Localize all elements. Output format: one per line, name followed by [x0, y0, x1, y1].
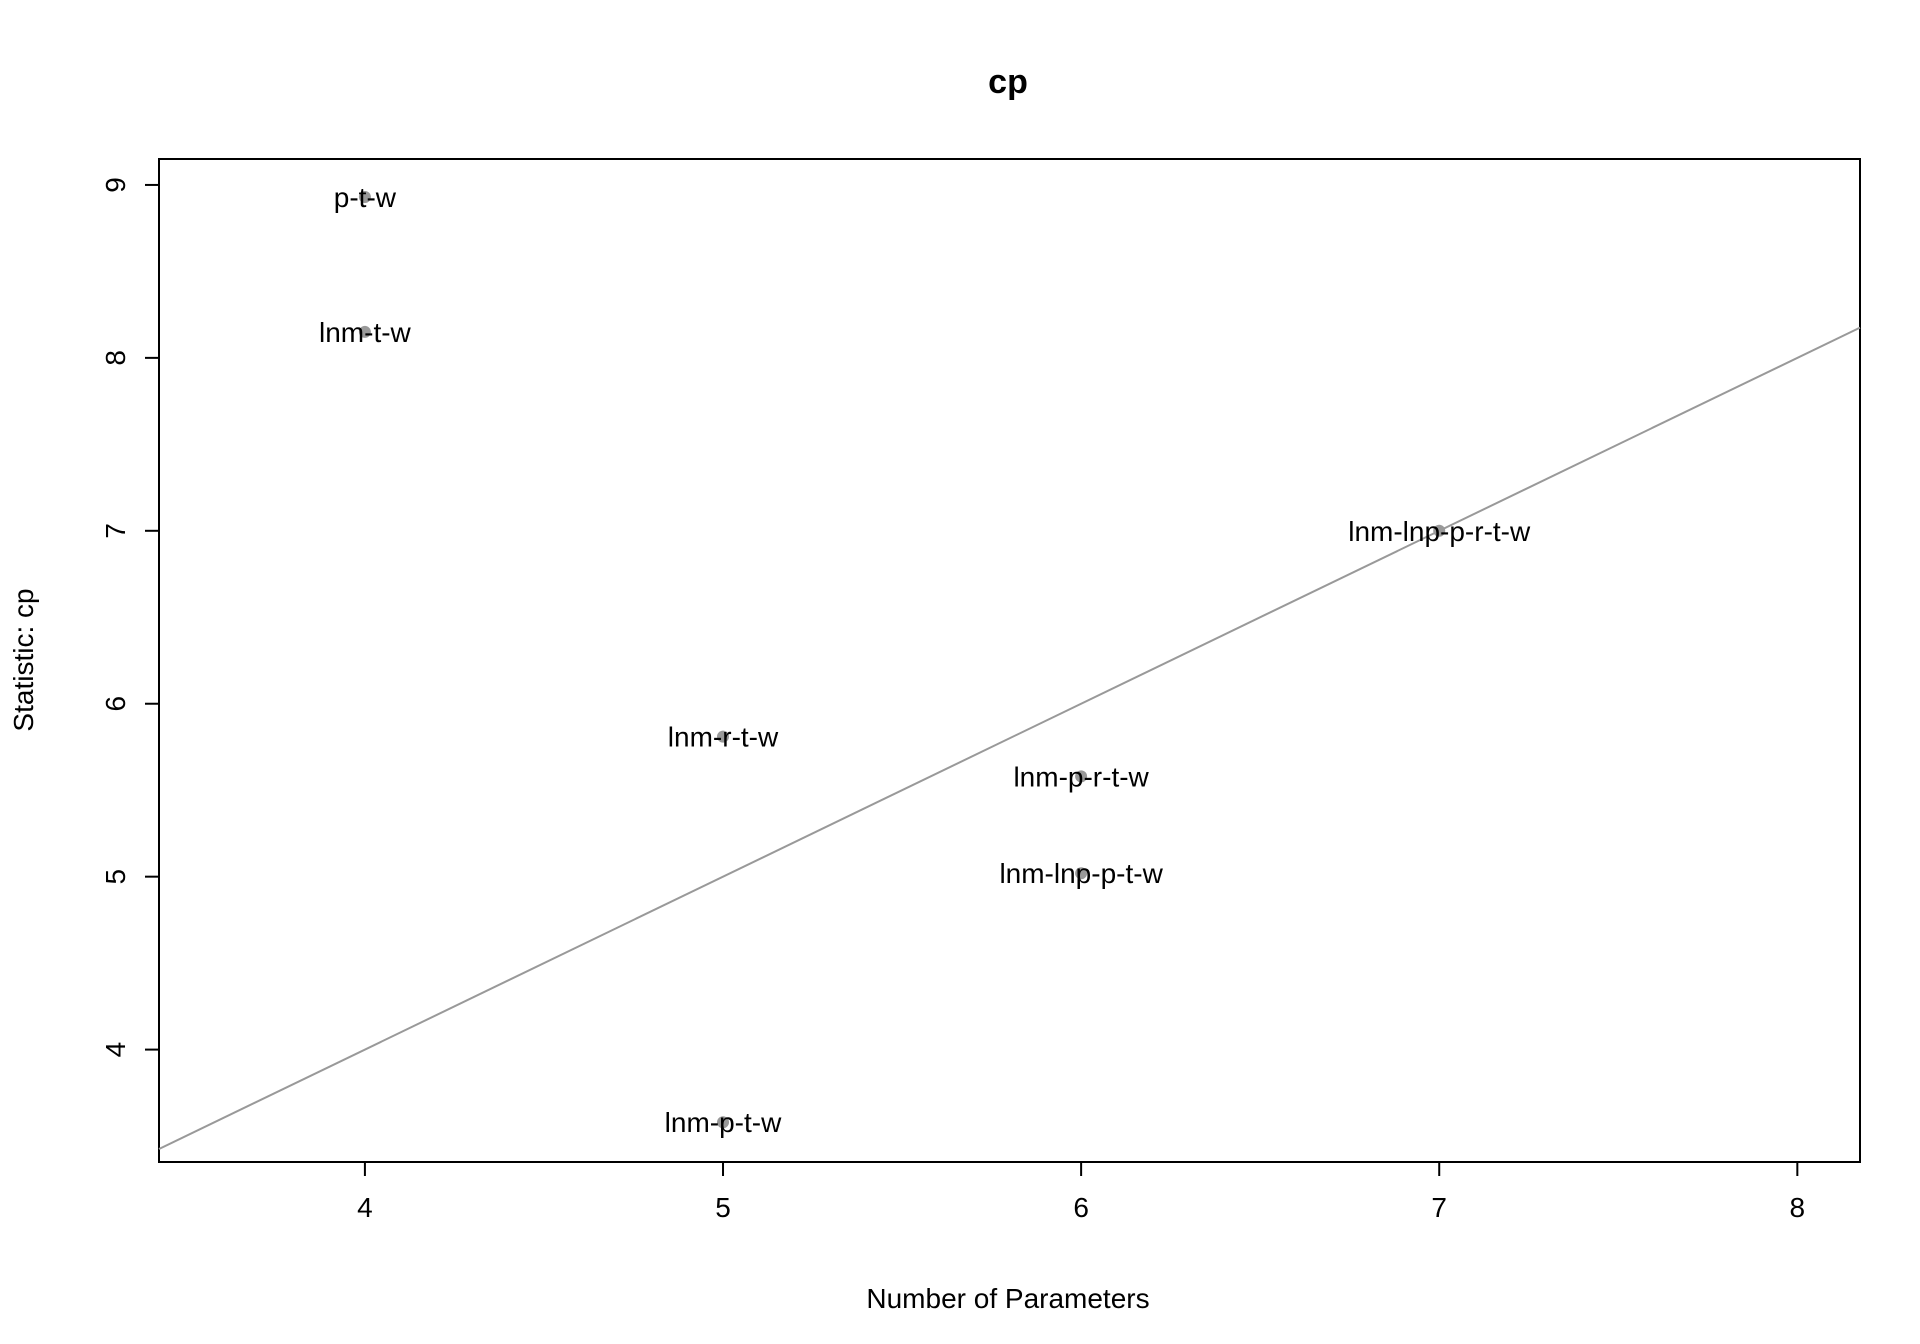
point-label: lnm-lnp-p-t-w: [999, 858, 1163, 889]
y-tick-label: 5: [100, 869, 131, 885]
y-tick-label: 7: [100, 523, 131, 539]
point-label: lnm-lnp-p-r-t-w: [1348, 516, 1531, 547]
plot-frame: [158, 158, 1861, 1163]
y-tick-label: 6: [100, 696, 131, 712]
point-label: lnm-p-t-w: [665, 1107, 782, 1138]
reference-line-group: [158, 326, 1861, 1150]
reference-line: [158, 326, 1861, 1150]
point-label: p-t-w: [334, 182, 397, 213]
data-point: [1075, 867, 1088, 880]
data-point: [358, 191, 371, 204]
x-tick-label: 6: [1073, 1192, 1089, 1223]
x-tick-label: 5: [715, 1192, 731, 1223]
data-point: [717, 1116, 730, 1129]
x-axis: 4 5 6 7 8: [357, 1161, 1806, 1223]
y-tick-label: 8: [100, 350, 131, 366]
y-axis-label: Statistic: cp: [8, 588, 39, 731]
data-point: [358, 325, 371, 338]
point-label: lnm-t-w: [319, 317, 412, 348]
point-label: lnm-r-t-w: [668, 722, 779, 753]
data-point: [1075, 770, 1088, 783]
y-tick-label: 4: [100, 1042, 131, 1058]
x-tick-label: 7: [1431, 1192, 1447, 1223]
x-tick-label: 4: [357, 1192, 373, 1223]
x-axis-label: Number of Parameters: [866, 1283, 1149, 1314]
point-label: lnm-p-r-t-w: [1013, 761, 1149, 792]
x-tick-label: 8: [1790, 1192, 1806, 1223]
y-tick-label: 9: [100, 177, 131, 193]
data-point: [717, 730, 730, 743]
data-point: [1433, 524, 1446, 537]
data-points: p-t-w lnm-t-w lnm-lnp-p-r-t-w lnm-r-t-w lnm-…: [319, 182, 1531, 1138]
chart-title: cp: [988, 63, 1028, 101]
y-axis: 4 5 6 7 8 9: [100, 177, 160, 1058]
